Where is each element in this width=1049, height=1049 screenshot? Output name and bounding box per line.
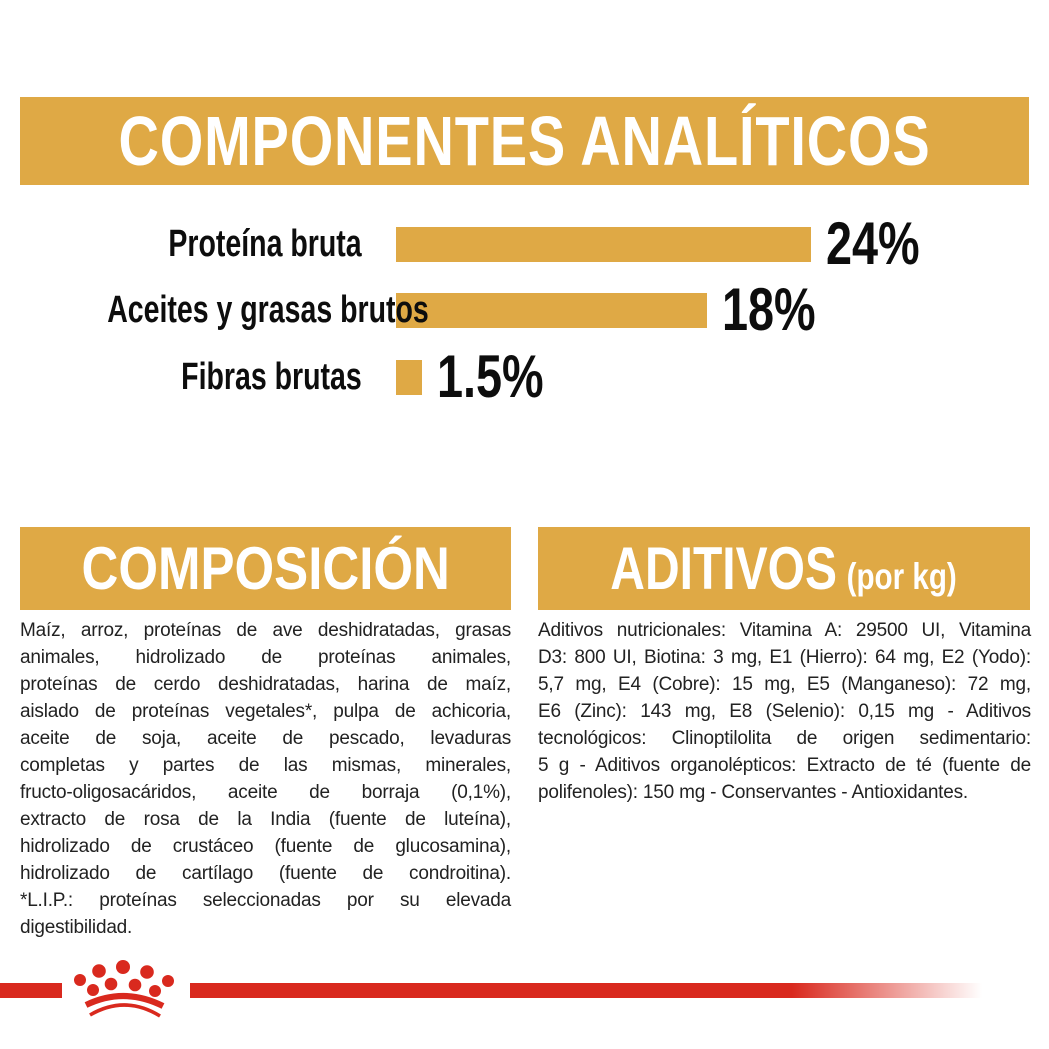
additives-subtitle: (por kg) (847, 556, 958, 597)
chart-category-label: Aceites y grasas brutos (107, 288, 429, 331)
composition-line: extracto de rosa de la India (fuente de … (20, 809, 511, 830)
additives-text: Aditivos nutricionales: Vitamina A: 2950… (538, 617, 1031, 806)
composition-line: aceite de soja, aceite de pescado, levad… (20, 728, 511, 749)
composition-line: aislado de proteínas vegetales*, pulpa d… (20, 701, 511, 722)
composition-line: Maíz, arroz, proteínas de ave deshidrata… (20, 620, 511, 641)
chart-bar (396, 226, 811, 262)
chart-row: Aceites y grasas brutos 18% (0, 276, 1049, 343)
additives-line: Aditivos nutricionales: Vitamina A: 2950… (538, 620, 1031, 641)
composition-header-band: COMPOSICIÓN (20, 527, 511, 610)
analytical-header-title: COMPONENTES ANALÍTICOS (118, 102, 931, 180)
chart-value-label: 1.5% (437, 343, 544, 410)
additives-line: 5,7 mg, E4 (Cobre): 15 mg, E5 (Manganeso… (538, 674, 1031, 695)
composition-title: COMPOSICIÓN (81, 535, 450, 602)
composition-line: hidrolizado de crustáceo (fuente de gluc… (20, 836, 511, 857)
composition-line: proteínas de cerdo deshidratadas, harina… (20, 674, 511, 695)
chart-bar (396, 359, 422, 395)
chart-bar (396, 292, 707, 328)
analytical-header-band: COMPONENTES ANALÍTICOS (20, 97, 1029, 185)
additives-line: D3: 800 UI, Biotina: 3 mg, E1 (Hierro): … (538, 647, 1031, 668)
composition-text: Maíz, arroz, proteínas de ave deshidrata… (20, 617, 511, 941)
composition-line: *L.I.P.: proteínas seleccionadas por su … (20, 890, 511, 911)
additives-line: E6 (Zinc): 143 mg, E8 (Selenio): 0,15 mg… (538, 701, 1031, 722)
footer-divider-line-right (190, 983, 982, 998)
additives-line: polifenoles): 150 mg - Conservantes - An… (538, 782, 969, 803)
chart-category-label: Fibras brutas (181, 355, 362, 398)
composition-line: fructo-oligosacáridos, aceite de borraja… (20, 782, 511, 803)
additives-title: ADITIVOS (por kg) (610, 535, 958, 602)
additives-line: tecnológicos: Clinoptilolita de origen s… (538, 728, 1031, 749)
chart-category-label: Proteína bruta (168, 222, 362, 265)
composition-line: digestibilidad. (20, 917, 133, 938)
additives-header-band: ADITIVOS (por kg) (538, 527, 1030, 610)
chart-row: Proteína bruta 24% (0, 210, 1049, 277)
chart-row: Fibras brutas 1.5% (0, 343, 1049, 410)
additives-line: 5 g - Aditivos organolépticos: Extracto … (538, 755, 1031, 776)
composition-line: hidrolizado de cartílago (fuente de cond… (20, 863, 511, 884)
chart-value-label: 24% (826, 210, 920, 277)
composition-line: animales, hidrolizado de proteínas anima… (20, 647, 511, 668)
footer-divider-line-left (0, 983, 62, 998)
composition-line: completas y partes de las mismas, minera… (20, 755, 511, 776)
chart-value-label: 18% (722, 276, 816, 343)
royal-canin-crown-icon (74, 960, 174, 1018)
